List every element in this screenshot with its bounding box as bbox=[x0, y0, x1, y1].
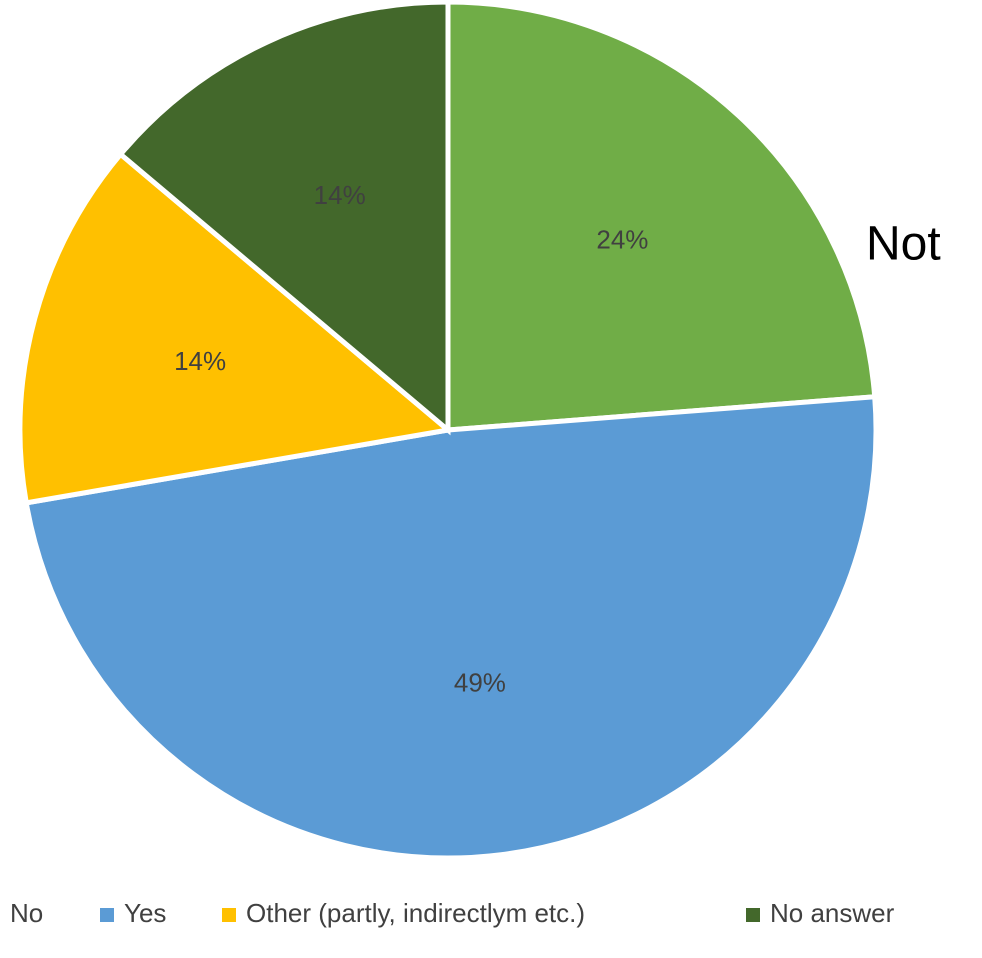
legend-marker bbox=[100, 908, 114, 922]
legend-marker bbox=[222, 908, 236, 922]
pie-slice-yes bbox=[23, 394, 879, 861]
pie-slices bbox=[17, 0, 879, 861]
legend-marker bbox=[746, 908, 760, 922]
data-label: 24% bbox=[596, 224, 648, 254]
legend-entry: No bbox=[10, 898, 43, 928]
legend-entry: Other (partly, indirectlym etc.) bbox=[246, 898, 585, 928]
side-label: Not bbox=[866, 218, 941, 271]
legend-entry: No answer bbox=[770, 898, 895, 928]
data-label: 14% bbox=[174, 346, 226, 376]
pie-slice-no-answer bbox=[117, 0, 451, 436]
pie-slice-other-partly-indirectlym-etc bbox=[17, 150, 454, 506]
pie-data-labels: 24% 49% 14% 14% bbox=[174, 180, 648, 698]
data-label: 14% bbox=[314, 180, 366, 210]
data-label: 49% bbox=[454, 668, 506, 698]
legend-entry: Yes bbox=[124, 898, 166, 928]
legend: No Yes Other (partly, indirectlym etc.) No … bbox=[10, 898, 895, 928]
pie-slice-no bbox=[445, 0, 878, 433]
